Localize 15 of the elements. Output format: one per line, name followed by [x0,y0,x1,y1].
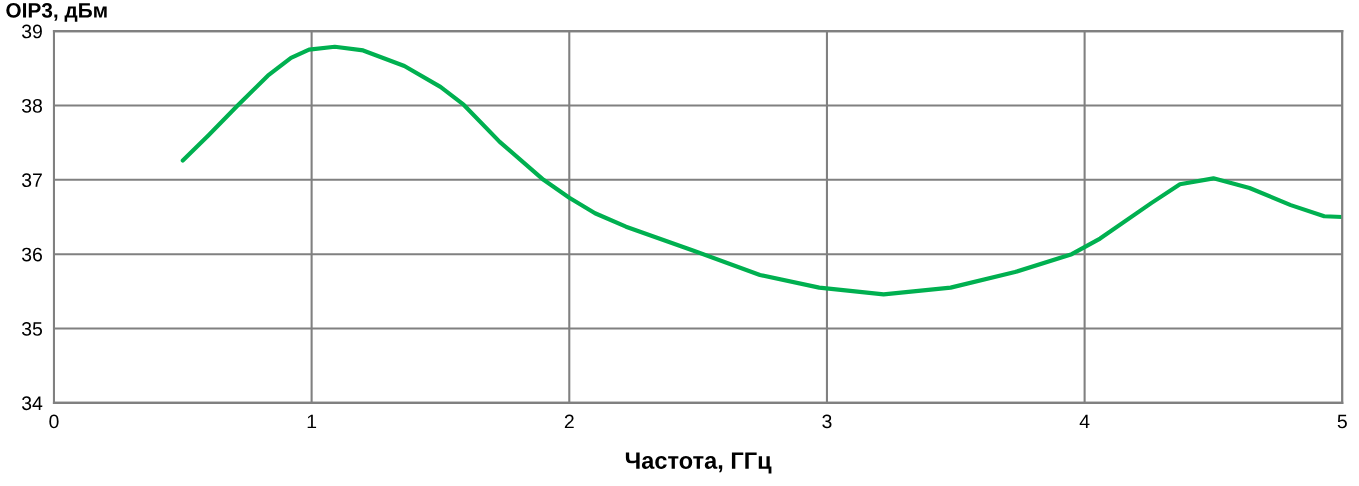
y-axis-title: OIP3, дБм [6,2,107,22]
x-tick-label: 0 [49,414,59,429]
line-series [180,44,1343,297]
x-axis-title: Частота, ГГц [625,452,772,474]
x-tick-label: 4 [1079,414,1090,429]
y-tick-label: 38 [21,98,42,113]
y-tick-label: 36 [21,247,42,262]
y-tick-label: 35 [21,322,43,336]
x-tick-label: 1 [307,414,317,429]
y-tick-label: 39 [21,24,42,39]
x-tick-label: 2 [564,414,574,429]
y-tick-label: 37 [21,173,42,188]
y-tick-label: 34 [21,396,43,411]
x-tick-label: 5 [1337,414,1347,429]
x-tick-label: 3 [822,414,832,429]
